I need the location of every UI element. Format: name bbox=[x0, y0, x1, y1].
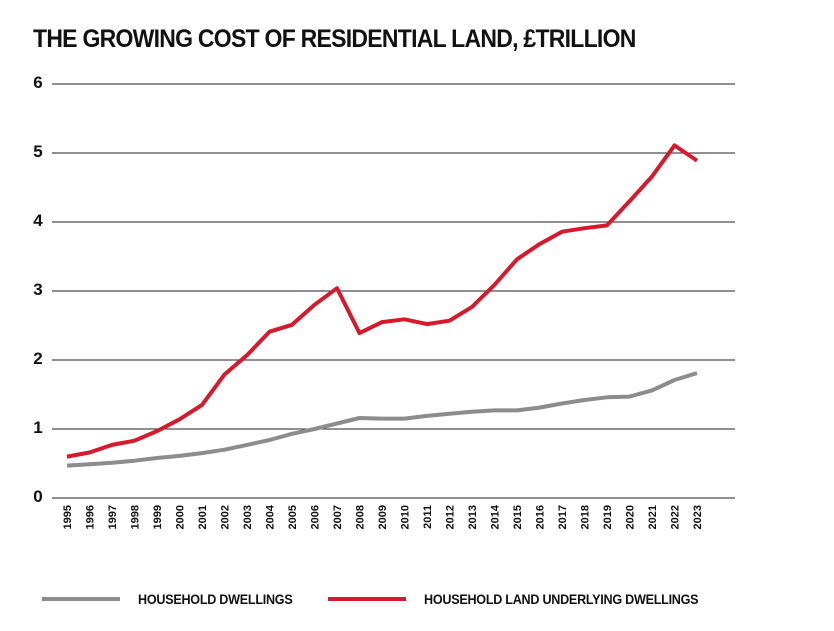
x-tick-label: 2010 bbox=[400, 505, 412, 529]
x-tick-label: 1997 bbox=[107, 505, 119, 529]
legend-item-household-dwellings: HOUSEHOLD DWELLINGS bbox=[42, 584, 310, 614]
y-tick-label: 3 bbox=[33, 280, 42, 299]
x-tick-label: 2012 bbox=[445, 505, 457, 529]
x-tick-label: 2002 bbox=[220, 505, 232, 529]
x-tick-label: 1996 bbox=[85, 505, 97, 529]
y-tick-label: 5 bbox=[33, 142, 42, 161]
x-tick-label: 2018 bbox=[580, 505, 592, 529]
x-tick-label: 2001 bbox=[197, 505, 209, 529]
y-tick-label: 4 bbox=[33, 211, 43, 230]
legend-label-household-dwellings: HOUSEHOLD DWELLINGS bbox=[138, 591, 293, 607]
chart-title: THE GROWING COST OF RESIDENTIAL LAND, £T… bbox=[33, 25, 636, 53]
x-tick-label: 1995 bbox=[62, 505, 74, 529]
x-tick-label: 2015 bbox=[512, 505, 524, 529]
x-tick-label: 2011 bbox=[422, 505, 434, 529]
y-tick-label: 0 bbox=[33, 487, 42, 506]
x-tick-label: 2023 bbox=[692, 505, 704, 529]
x-tick-label: 2004 bbox=[265, 504, 277, 529]
x-tick-label: 2021 bbox=[647, 505, 659, 529]
gridlines bbox=[52, 83, 735, 499]
x-tick-label: 2019 bbox=[602, 505, 614, 529]
x-tick-label: 1999 bbox=[152, 505, 164, 529]
y-tick-label: 2 bbox=[33, 349, 42, 368]
x-tick-label: 2017 bbox=[557, 505, 569, 529]
y-tick-label: 1 bbox=[33, 418, 42, 437]
series-line-household-land bbox=[66, 143, 699, 459]
x-tick-label: 2022 bbox=[670, 505, 682, 529]
series-lines bbox=[66, 143, 699, 468]
legend-swatch-household-dwellings bbox=[42, 597, 120, 601]
x-tick-label: 2009 bbox=[377, 505, 389, 529]
x-tick-label: 2008 bbox=[355, 505, 367, 529]
legend-label-household-land: HOUSEHOLD LAND UNDERLYING DWELLINGS bbox=[424, 591, 699, 607]
y-tick-label: 6 bbox=[33, 73, 42, 92]
x-tick-label: 2020 bbox=[625, 505, 637, 529]
series-line-household-dwellings bbox=[66, 371, 698, 468]
x-axis-ticks: 1995 1996 1997 1998 1999 2000 2001 2002 2003 2004… bbox=[62, 504, 704, 529]
x-tick-label: 2006 bbox=[310, 505, 322, 529]
x-tick-label: 2013 bbox=[467, 505, 479, 529]
x-tick-label: 2003 bbox=[242, 505, 254, 529]
x-tick-label: 2007 bbox=[332, 505, 344, 529]
x-tick-label: 1998 bbox=[130, 505, 142, 529]
x-tick-label: 2016 bbox=[535, 505, 547, 529]
x-tick-label: 2000 bbox=[175, 505, 187, 529]
x-tick-label: 2005 bbox=[287, 505, 299, 529]
x-tick-label: 2014 bbox=[490, 504, 502, 529]
y-axis-ticks: 0 1 2 3 4 5 6 bbox=[33, 73, 43, 506]
legend-swatch-household-land bbox=[328, 597, 406, 601]
legend-item-household-land: HOUSEHOLD LAND UNDERLYING DWELLINGS bbox=[328, 584, 729, 614]
